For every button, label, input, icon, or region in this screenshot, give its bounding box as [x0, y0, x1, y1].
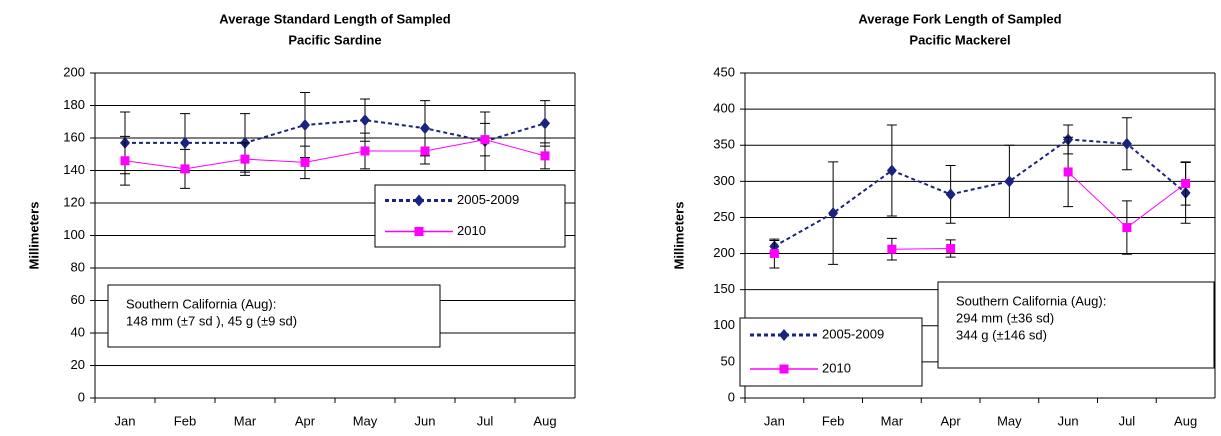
y-tick-label: 180: [63, 97, 85, 112]
legend-label: 2010: [457, 223, 486, 238]
annotation: Southern California (Aug):: [126, 296, 276, 311]
legend-box: [374, 184, 566, 248]
legend-marker: [414, 227, 424, 236]
point: [420, 146, 430, 156]
point: [1181, 179, 1191, 188]
y-tick-label: 120: [63, 194, 85, 209]
chart-title: Pacific Sardine: [288, 32, 381, 47]
annotation: 294 mm (±36 sd): [956, 310, 1054, 325]
x-tick-label: May: [353, 413, 378, 428]
point: [945, 188, 956, 201]
y-tick-label: 140: [63, 162, 85, 177]
x-tick-label: Apr: [295, 413, 316, 428]
y-axis-label: Millimeters: [26, 202, 41, 270]
annotation: 148 mm (±7 sd ), 45 g (±9 sd): [126, 313, 297, 328]
point: [886, 164, 897, 177]
point: [420, 122, 430, 135]
point: [180, 164, 190, 174]
x-tick-label: Feb: [822, 413, 844, 428]
x-tick-label: May: [997, 413, 1022, 428]
point: [240, 154, 250, 164]
point: [1004, 175, 1015, 188]
annotation: 344 g (±146 sd): [956, 327, 1047, 342]
point: [360, 114, 370, 127]
y-tick-label: 40: [71, 324, 85, 339]
point: [180, 136, 190, 149]
legend-label: 2005-2009: [822, 326, 884, 341]
y-tick-label: 60: [71, 292, 85, 307]
point: [887, 244, 897, 254]
y-tick-label: 160: [63, 129, 85, 144]
point: [540, 117, 550, 130]
x-tick-label: Jun: [1058, 413, 1079, 428]
x-tick-label: Feb: [174, 413, 196, 428]
x-tick-label: Jan: [115, 413, 136, 428]
point: [1063, 167, 1073, 177]
y-tick-label: 250: [713, 209, 735, 224]
x-tick-label: Aug: [1174, 413, 1197, 428]
legend-box: [739, 317, 923, 387]
y-tick-label: 350: [713, 137, 735, 152]
y-tick-label: 200: [713, 245, 735, 260]
y-axis-label: Millimeters: [671, 202, 686, 270]
y-tick-label: 80: [71, 259, 85, 274]
annotation-box: [107, 284, 441, 348]
y-tick-label: 300: [713, 173, 735, 188]
point: [1121, 137, 1132, 150]
series-line: [773, 138, 1187, 248]
x-tick-label: Jul: [1119, 413, 1136, 428]
point: [300, 157, 310, 167]
point: [120, 156, 130, 166]
y-tick-label: 100: [63, 227, 85, 242]
chart-title: Average Standard Length of Sampled: [219, 11, 450, 26]
point: [540, 151, 550, 161]
y-tick-label: 450: [713, 64, 735, 79]
y-tick-label: 0: [728, 389, 735, 404]
y-tick-label: 150: [713, 281, 735, 296]
point: [946, 244, 956, 253]
y-tick-label: 200: [63, 64, 85, 79]
y-tick-label: 0: [78, 389, 85, 404]
x-tick-label: Jun: [415, 413, 436, 428]
x-tick-label: Apr: [941, 413, 962, 428]
chart-title: Pacific Mackerel: [909, 32, 1010, 47]
point: [480, 135, 490, 145]
legend-marker: [779, 329, 789, 341]
series-line: [125, 119, 546, 144]
x-tick-label: Jul: [477, 413, 494, 428]
legend-label: 2005-2009: [457, 192, 519, 207]
y-tick-label: 100: [713, 317, 735, 332]
x-tick-label: Aug: [533, 413, 556, 428]
x-tick-label: Mar: [881, 413, 904, 428]
series-line: [124, 139, 546, 170]
x-tick-label: Mar: [234, 413, 257, 428]
annotation-box: [937, 281, 1215, 369]
x-tick-label: Jan: [764, 413, 785, 428]
y-tick-label: 50: [721, 353, 735, 368]
y-tick-label: 400: [713, 101, 735, 116]
point: [360, 146, 370, 156]
annotation: Southern California (Aug):: [956, 293, 1106, 308]
series-line: [891, 248, 951, 250]
y-tick-label: 20: [71, 357, 85, 372]
point: [1122, 223, 1132, 233]
legend-label: 2010: [822, 360, 851, 375]
legend-marker: [779, 364, 789, 374]
point: [300, 119, 310, 131]
point: [769, 249, 779, 259]
chart-title: Average Fork Length of Sampled: [858, 11, 1061, 26]
legend-marker: [414, 194, 424, 207]
point: [828, 207, 839, 220]
